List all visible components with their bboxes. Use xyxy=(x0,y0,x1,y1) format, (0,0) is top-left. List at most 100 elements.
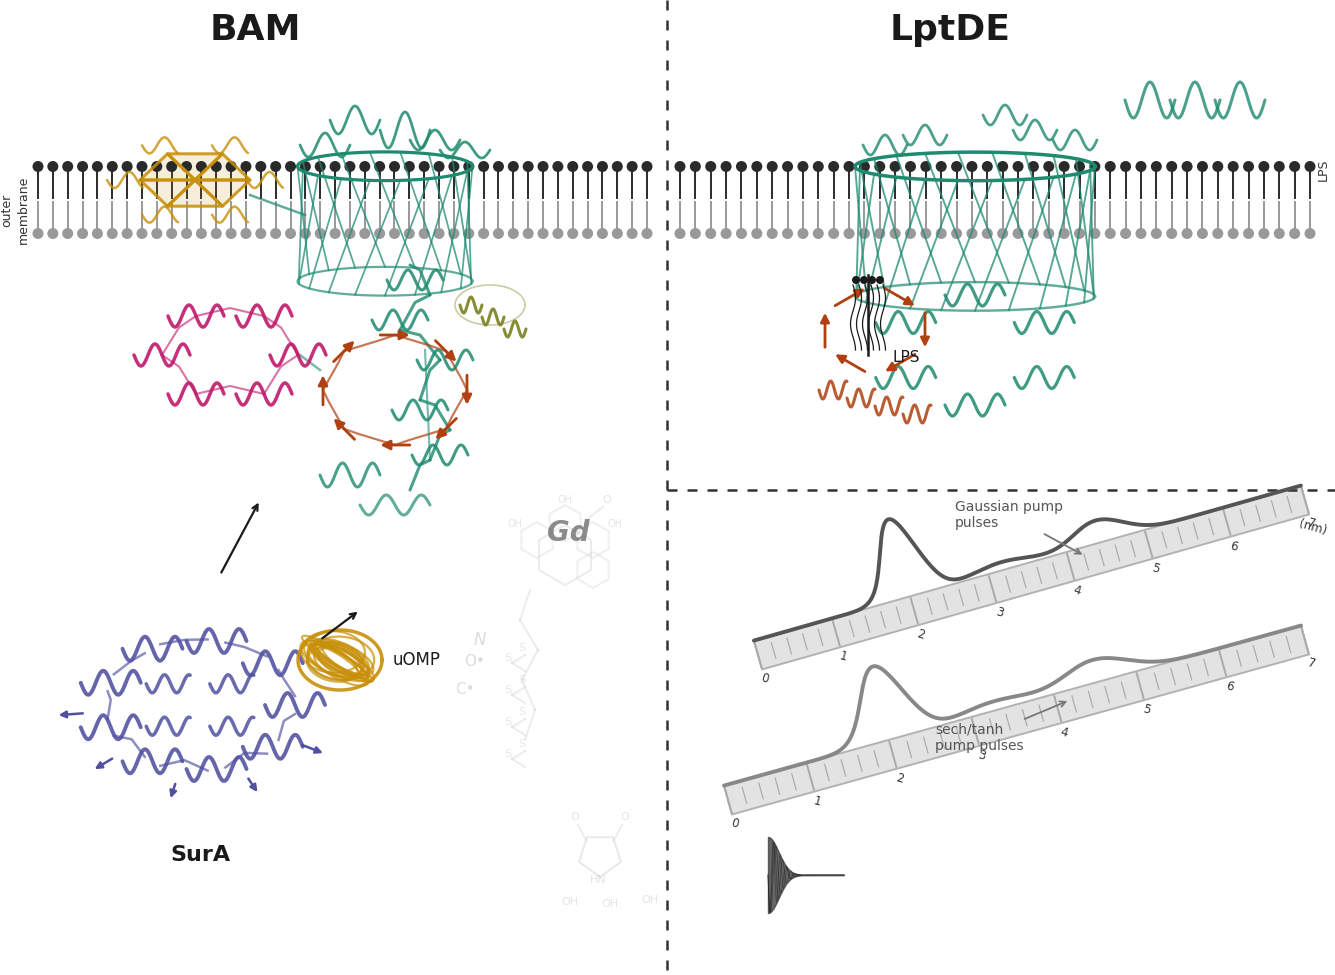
Text: 1: 1 xyxy=(812,794,822,808)
Circle shape xyxy=(538,161,549,172)
Circle shape xyxy=(951,161,963,172)
Text: OH: OH xyxy=(602,899,618,909)
Circle shape xyxy=(405,161,415,172)
Circle shape xyxy=(752,228,762,239)
Circle shape xyxy=(981,161,993,172)
Text: HN: HN xyxy=(590,875,606,885)
Circle shape xyxy=(166,161,178,172)
Circle shape xyxy=(136,228,147,239)
Text: 6: 6 xyxy=(1224,680,1235,694)
Circle shape xyxy=(240,161,251,172)
Circle shape xyxy=(182,161,192,172)
Text: O: O xyxy=(621,812,629,822)
Circle shape xyxy=(1059,228,1069,239)
Polygon shape xyxy=(195,180,250,206)
Text: S: S xyxy=(505,717,511,727)
Circle shape xyxy=(1290,161,1300,172)
Circle shape xyxy=(553,161,563,172)
Circle shape xyxy=(967,161,977,172)
Circle shape xyxy=(151,161,163,172)
Circle shape xyxy=(330,228,340,239)
Circle shape xyxy=(1136,228,1147,239)
Text: S: S xyxy=(518,739,526,749)
Circle shape xyxy=(1028,161,1039,172)
Circle shape xyxy=(766,228,778,239)
Text: O: O xyxy=(570,812,579,822)
Text: LptDE: LptDE xyxy=(889,13,1011,47)
Circle shape xyxy=(47,228,59,239)
Circle shape xyxy=(981,228,993,239)
Circle shape xyxy=(1274,161,1284,172)
Circle shape xyxy=(828,161,840,172)
Circle shape xyxy=(874,161,885,172)
Circle shape xyxy=(300,228,311,239)
Circle shape xyxy=(1089,228,1100,239)
Text: 7: 7 xyxy=(1307,517,1318,531)
Circle shape xyxy=(121,228,132,239)
Circle shape xyxy=(493,228,505,239)
Circle shape xyxy=(1228,161,1239,172)
Polygon shape xyxy=(140,154,195,180)
Circle shape xyxy=(905,161,916,172)
Text: S: S xyxy=(505,749,511,759)
Circle shape xyxy=(936,161,947,172)
Text: C•: C• xyxy=(455,682,475,697)
Text: 2: 2 xyxy=(894,771,905,786)
Circle shape xyxy=(419,228,430,239)
Circle shape xyxy=(463,161,474,172)
Text: O•: O• xyxy=(465,654,486,670)
Circle shape xyxy=(388,161,400,172)
Circle shape xyxy=(813,228,824,239)
Circle shape xyxy=(874,228,885,239)
Circle shape xyxy=(967,228,977,239)
Circle shape xyxy=(1304,161,1315,172)
Circle shape xyxy=(63,161,73,172)
Circle shape xyxy=(736,161,748,172)
Circle shape xyxy=(196,228,207,239)
Circle shape xyxy=(1105,228,1116,239)
Circle shape xyxy=(642,161,653,172)
Text: S: S xyxy=(518,707,526,717)
Circle shape xyxy=(844,228,854,239)
Circle shape xyxy=(920,228,932,239)
Circle shape xyxy=(523,228,534,239)
Circle shape xyxy=(889,228,901,239)
Circle shape xyxy=(434,228,445,239)
Circle shape xyxy=(330,161,340,172)
Circle shape xyxy=(1012,228,1024,239)
Circle shape xyxy=(852,276,860,284)
Circle shape xyxy=(611,228,623,239)
Text: 4: 4 xyxy=(1072,583,1083,598)
Circle shape xyxy=(419,161,430,172)
Circle shape xyxy=(626,228,638,239)
Circle shape xyxy=(449,228,459,239)
Circle shape xyxy=(844,161,854,172)
Circle shape xyxy=(752,161,762,172)
Circle shape xyxy=(1151,161,1161,172)
Circle shape xyxy=(1259,228,1270,239)
Circle shape xyxy=(270,161,282,172)
Polygon shape xyxy=(167,180,223,206)
Polygon shape xyxy=(724,626,1310,814)
Circle shape xyxy=(1120,228,1131,239)
Text: 0: 0 xyxy=(729,817,740,832)
Polygon shape xyxy=(195,154,250,180)
Circle shape xyxy=(107,228,117,239)
Text: 4: 4 xyxy=(1059,725,1069,740)
Circle shape xyxy=(374,161,384,172)
Circle shape xyxy=(858,228,870,239)
Circle shape xyxy=(121,161,132,172)
Circle shape xyxy=(736,228,748,239)
Text: Gaussian pump
pulses: Gaussian pump pulses xyxy=(955,500,1081,554)
Circle shape xyxy=(1059,161,1069,172)
Circle shape xyxy=(240,228,251,239)
Circle shape xyxy=(344,228,355,239)
Polygon shape xyxy=(140,180,195,206)
Circle shape xyxy=(797,228,809,239)
Circle shape xyxy=(553,228,563,239)
Polygon shape xyxy=(754,486,1310,670)
Circle shape xyxy=(858,161,870,172)
Circle shape xyxy=(567,228,578,239)
Circle shape xyxy=(507,161,519,172)
Circle shape xyxy=(1075,228,1085,239)
